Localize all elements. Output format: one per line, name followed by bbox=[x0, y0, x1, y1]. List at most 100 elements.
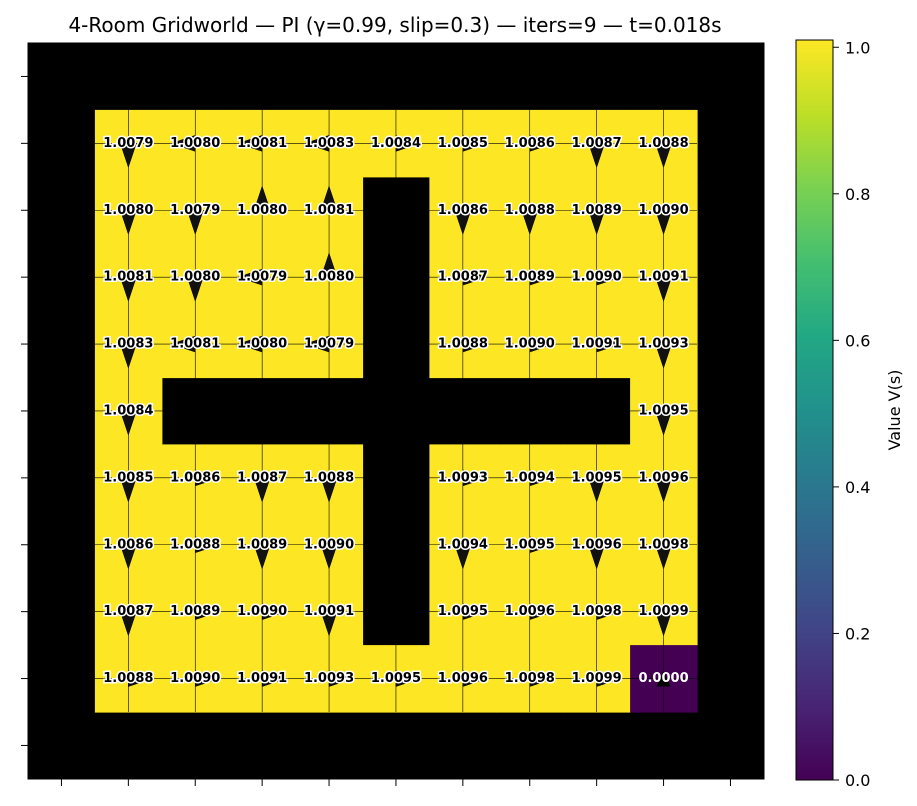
policy-arrow-down bbox=[120, 210, 137, 236]
value-label: 1.0087 bbox=[438, 270, 488, 285]
policy-arrow-right bbox=[529, 469, 555, 487]
value-label: 1.0095 bbox=[505, 537, 555, 552]
value-label: 1.0096 bbox=[572, 537, 622, 552]
policy-arrow-right bbox=[395, 670, 421, 687]
policy-arrow-right bbox=[596, 603, 622, 620]
policy-arrow-right bbox=[328, 670, 354, 687]
policy-arrow-up bbox=[320, 252, 338, 278]
policy-arrow-left bbox=[304, 135, 330, 152]
value-label: 1.0091 bbox=[237, 671, 287, 686]
policy-arrow-down bbox=[588, 477, 605, 503]
policy-arrow-right bbox=[261, 603, 287, 620]
value-label: 1.0093 bbox=[304, 671, 354, 686]
value-label: 1.0079 bbox=[237, 270, 287, 285]
value-label: 1.0095 bbox=[371, 671, 421, 686]
policy-arrow-down bbox=[120, 611, 137, 637]
value-label: 1.0091 bbox=[572, 337, 622, 352]
value-label: 1.0096 bbox=[638, 470, 688, 485]
policy-arrow-left bbox=[237, 335, 263, 353]
value-label: 1.0089 bbox=[237, 537, 287, 552]
value-label: 1.0089 bbox=[572, 203, 622, 218]
value-label: 1.0079 bbox=[304, 337, 354, 352]
colorbar-label: Value V(s) bbox=[885, 370, 904, 451]
policy-arrow-down bbox=[588, 143, 605, 169]
policy-arrow-right bbox=[596, 268, 622, 286]
value-label: 0.0000 bbox=[638, 671, 688, 686]
value-label: 1.0090 bbox=[170, 671, 220, 686]
policy-arrow-right bbox=[529, 268, 555, 286]
chart-title: 4-Room Gridworld — PI (γ=0.99, slip=0.3)… bbox=[68, 13, 721, 37]
policy-arrow-down bbox=[120, 410, 137, 436]
value-label: 1.0091 bbox=[638, 270, 688, 285]
policy-arrow-right bbox=[529, 536, 555, 554]
colorbar bbox=[795, 39, 834, 781]
value-label: 1.0080 bbox=[170, 270, 220, 285]
policy-arrow-down bbox=[655, 410, 672, 436]
policy-arrow-right bbox=[195, 469, 221, 487]
value-label: 1.0083 bbox=[304, 136, 354, 151]
policy-arrow-down bbox=[120, 276, 137, 302]
colorbar-tick-label: 0.4 bbox=[845, 478, 870, 497]
value-label: 1.0086 bbox=[103, 537, 153, 552]
value-label: 1.0090 bbox=[304, 537, 354, 552]
value-label: 1.0086 bbox=[505, 136, 555, 151]
policy-arrow-down bbox=[454, 544, 472, 570]
policy-arrows bbox=[120, 135, 672, 687]
value-label: 1.0098 bbox=[572, 604, 622, 619]
policy-arrow-down bbox=[588, 210, 605, 236]
policy-arrow-right bbox=[596, 335, 622, 353]
policy-arrow-right bbox=[529, 603, 555, 620]
value-label: 1.0084 bbox=[103, 403, 153, 418]
value-label: 1.0081 bbox=[237, 136, 287, 151]
value-label: 1.0093 bbox=[438, 470, 488, 485]
value-label: 1.0099 bbox=[572, 671, 622, 686]
policy-arrow-down bbox=[454, 210, 472, 236]
value-label: 1.0090 bbox=[638, 203, 688, 218]
value-label: 1.0081 bbox=[103, 270, 153, 285]
value-label: 1.0096 bbox=[438, 671, 488, 686]
policy-arrow-left bbox=[237, 135, 263, 152]
value-label: 1.0079 bbox=[170, 203, 220, 218]
policy-arrow-left bbox=[304, 335, 330, 353]
policy-arrow-right bbox=[462, 469, 488, 487]
colorbar-tick-label: 0.6 bbox=[845, 331, 870, 350]
colorbar-ticks: 0.0 0.2 0.4 0.6 0.8 1.0 bbox=[833, 38, 870, 790]
value-label: 1.0090 bbox=[505, 337, 555, 352]
value-label: 1.0083 bbox=[103, 337, 153, 352]
policy-arrow-right bbox=[462, 268, 488, 286]
policy-arrow-down bbox=[655, 343, 672, 369]
value-label: 1.0093 bbox=[638, 337, 688, 352]
goal-marker bbox=[656, 670, 671, 687]
value-label: 1.0087 bbox=[237, 470, 287, 485]
policy-arrow-down bbox=[186, 276, 204, 302]
value-label: 1.0099 bbox=[638, 604, 688, 619]
policy-arrow-right bbox=[195, 603, 221, 620]
policy-arrow-right bbox=[395, 135, 421, 152]
value-label: 1.0084 bbox=[371, 136, 421, 151]
policy-arrow-down bbox=[655, 544, 672, 570]
policy-arrow-left bbox=[170, 135, 196, 152]
value-label: 1.0085 bbox=[103, 470, 153, 485]
colorbar-tick-label: 0.0 bbox=[845, 771, 870, 790]
policy-arrow-down bbox=[253, 544, 271, 570]
value-label: 1.0091 bbox=[304, 604, 354, 619]
policy-arrow-up bbox=[320, 185, 338, 211]
value-label: 1.0086 bbox=[170, 470, 220, 485]
policy-arrow-down bbox=[253, 477, 271, 503]
colorbar-tick-label: 0.8 bbox=[845, 185, 870, 204]
policy-arrow-left bbox=[170, 335, 196, 353]
value-label: 1.0098 bbox=[505, 671, 555, 686]
value-label: 1.0088 bbox=[103, 671, 153, 686]
value-label: 1.0094 bbox=[505, 470, 555, 485]
colorbar-tick-label: 1.0 bbox=[845, 38, 870, 57]
value-labels: 1.0079 1.0080 1.0081 1.0083 1.0084 1.0085 1.00… bbox=[102, 134, 690, 687]
value-label: 1.0090 bbox=[237, 604, 287, 619]
value-label: 1.0094 bbox=[438, 537, 488, 552]
policy-arrow-down bbox=[320, 544, 338, 570]
value-label: 1.0086 bbox=[438, 203, 488, 218]
policy-arrow-down bbox=[186, 210, 204, 236]
value-label: 1.0088 bbox=[170, 537, 220, 552]
policy-arrow-down bbox=[655, 143, 672, 169]
value-label: 1.0089 bbox=[505, 270, 555, 285]
